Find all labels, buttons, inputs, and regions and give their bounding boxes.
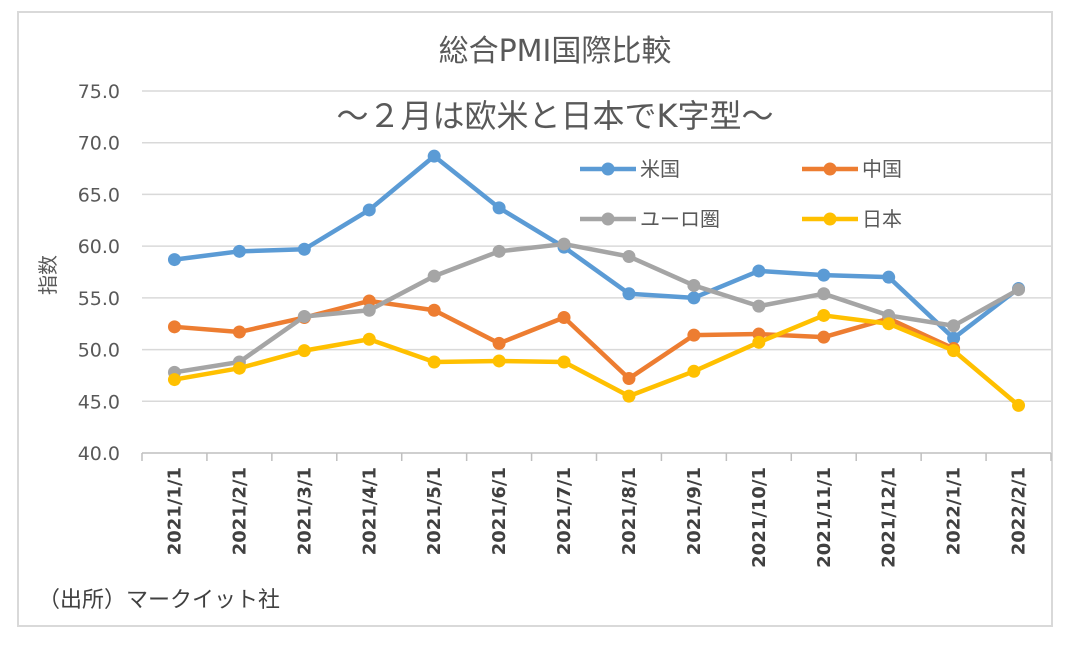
x-tick-label: 2021/8/1 xyxy=(619,467,640,555)
y-tick-labels: 40.0 45.0 50.0 55.0 60.0 65.0 70.0 75.0 xyxy=(78,81,120,465)
x-tick-label: 2021/3/1 xyxy=(294,467,315,555)
data-point xyxy=(362,303,376,317)
legend-item: ユーロ圏 xyxy=(580,207,720,231)
data-point xyxy=(752,335,766,349)
legend-label: 米国 xyxy=(640,157,680,181)
y-axis-label: 指数 xyxy=(36,255,60,295)
x-tick-label: 2021/4/1 xyxy=(359,467,380,555)
data-point xyxy=(1012,283,1026,297)
x-tick-label: 2021/2/1 xyxy=(229,467,250,555)
data-point xyxy=(622,287,636,301)
y-tick-label: 55.0 xyxy=(78,288,120,310)
x-tick-label: 2021/10/1 xyxy=(749,467,770,568)
data-point xyxy=(362,294,376,308)
legend-label: 中国 xyxy=(862,157,902,181)
data-point xyxy=(817,268,831,282)
data-point xyxy=(492,201,506,215)
x-tick-label: 2022/1/1 xyxy=(944,467,965,555)
series-日本 xyxy=(167,308,1026,412)
data-point xyxy=(687,278,701,292)
series-lines xyxy=(167,149,1026,412)
data-point xyxy=(687,291,701,305)
legend-swatch-marker xyxy=(823,212,837,226)
data-point xyxy=(492,354,506,368)
data-point xyxy=(297,344,311,358)
data-point xyxy=(947,331,961,345)
data-point xyxy=(947,344,961,358)
data-point xyxy=(622,389,636,403)
data-point xyxy=(427,269,441,283)
data-point xyxy=(817,330,831,344)
series-line xyxy=(174,241,1020,375)
x-tick-label: 2021/11/1 xyxy=(814,467,835,568)
data-point xyxy=(817,308,831,322)
y-tick-label: 50.0 xyxy=(78,340,120,362)
x-tick-label: 2022/2/1 xyxy=(1009,467,1030,555)
series-line xyxy=(174,153,1020,341)
data-point xyxy=(752,264,766,278)
data-point xyxy=(167,253,181,267)
data-point xyxy=(947,319,961,333)
gridlines xyxy=(142,90,1051,403)
data-point xyxy=(492,244,506,258)
legend-item: 米国 xyxy=(580,157,680,181)
y-tick-label: 75.0 xyxy=(78,81,120,103)
legend-label: 日本 xyxy=(862,207,902,231)
y-tick-label: 70.0 xyxy=(78,133,120,155)
axes xyxy=(141,452,1052,461)
data-point xyxy=(817,287,831,301)
x-tick-label: 2021/1/1 xyxy=(164,467,185,555)
data-point xyxy=(297,242,311,256)
x-tick-label: 2021/9/1 xyxy=(684,467,705,555)
data-point xyxy=(557,311,571,325)
data-point xyxy=(1012,398,1026,412)
data-point xyxy=(882,270,896,284)
data-point xyxy=(232,244,246,258)
data-point xyxy=(232,325,246,339)
x-tick-label: 2021/5/1 xyxy=(424,467,445,555)
data-point xyxy=(687,328,701,342)
data-point xyxy=(557,355,571,369)
legend-label: ユーロ圏 xyxy=(640,207,720,231)
data-point xyxy=(167,320,181,334)
data-point xyxy=(232,361,246,375)
series-line xyxy=(174,313,1020,408)
data-point xyxy=(167,373,181,387)
legend-item: 中国 xyxy=(802,157,902,181)
source-note: （出所）マークイット社 xyxy=(38,588,280,613)
data-point xyxy=(622,249,636,263)
y-tick-label: 65.0 xyxy=(78,184,120,206)
chart-subtitle: ～２月は欧米と日本でK字型～ xyxy=(337,97,774,135)
y-tick-label: 40.0 xyxy=(78,443,120,465)
legend-swatch-marker xyxy=(601,162,615,176)
data-point xyxy=(622,372,636,386)
chart-title: 総合PMI国際比較 xyxy=(439,34,672,69)
data-point xyxy=(557,237,571,251)
y-tick-label: 45.0 xyxy=(78,391,120,413)
data-point xyxy=(882,317,896,331)
x-tick-label: 2021/6/1 xyxy=(489,467,510,555)
data-point xyxy=(427,303,441,317)
data-point xyxy=(687,364,701,378)
series-中国 xyxy=(167,294,961,386)
legend-swatch-marker xyxy=(601,212,615,226)
data-point xyxy=(492,336,506,350)
data-point xyxy=(752,299,766,313)
x-tick-label: 2021/12/1 xyxy=(879,467,900,568)
data-point xyxy=(362,203,376,217)
series-ユーロ圏 xyxy=(167,237,1026,379)
legend-item: 日本 xyxy=(802,207,902,231)
data-point xyxy=(362,332,376,346)
legend-swatch-marker xyxy=(823,162,837,176)
data-point xyxy=(427,355,441,369)
y-tick-label: 60.0 xyxy=(78,236,120,258)
data-point xyxy=(427,149,441,163)
data-point xyxy=(297,309,311,323)
x-tick-label: 2021/7/1 xyxy=(554,467,575,555)
x-tick-labels: 2021/1/1 2021/2/1 2021/3/1 2021/4/1 2021/5/1… xyxy=(164,467,1029,568)
